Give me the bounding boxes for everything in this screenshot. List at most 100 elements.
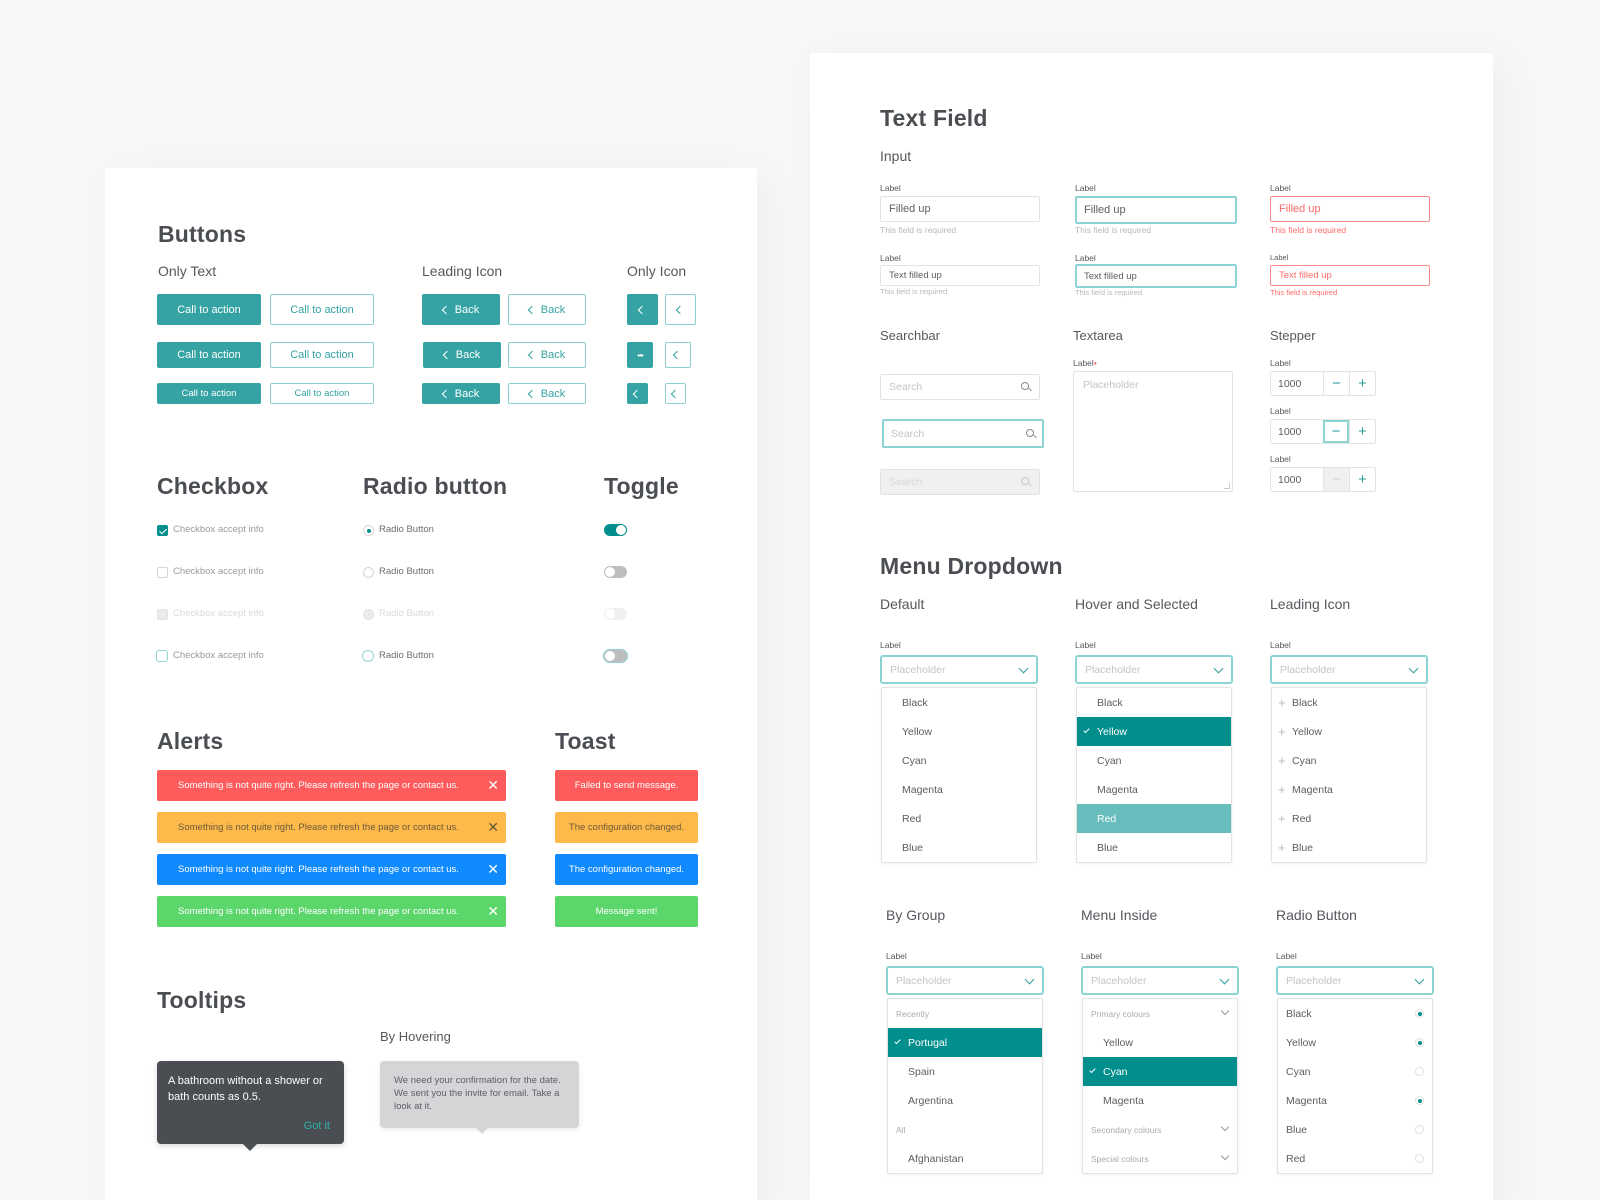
resize-handle-icon[interactable] xyxy=(1224,483,1230,489)
radio-focus[interactable] xyxy=(362,650,374,662)
input-small-default[interactable]: Text filled up xyxy=(880,265,1040,286)
icon-button-outline-small[interactable] xyxy=(665,383,686,404)
checkbox-unchecked[interactable] xyxy=(157,567,168,578)
cta-button-outline-medium[interactable]: Call to action xyxy=(270,342,374,368)
input-error[interactable]: Filled up xyxy=(1270,196,1430,222)
plus-button[interactable]: + xyxy=(1349,468,1375,491)
minus-button[interactable]: − xyxy=(1323,372,1349,395)
chevron-left-icon xyxy=(527,389,537,398)
close-icon[interactable]: ✕ xyxy=(487,861,499,877)
cta-button-outline-small[interactable]: Call to action xyxy=(270,383,374,404)
input-focused[interactable]: Filled up xyxy=(1075,196,1237,224)
input-small-focused[interactable]: Text filled up xyxy=(1075,264,1237,288)
radio-unchecked[interactable] xyxy=(363,567,374,578)
textarea-input[interactable]: Placeholder xyxy=(1073,371,1233,492)
dropdown-radio-option[interactable]: Blue xyxy=(1278,1115,1432,1144)
back-button-outline-small[interactable]: Back xyxy=(508,383,586,404)
dropdown-radio-heading: Radio Button xyxy=(1276,907,1357,923)
icon-button-outline-medium[interactable] xyxy=(665,342,691,368)
dropdown-option[interactable]: + Magenta xyxy=(1272,775,1426,804)
dropdown-option[interactable]: + Red xyxy=(1272,804,1426,833)
icon-button-filled-small[interactable] xyxy=(627,383,648,404)
dropdown-option[interactable]: + Blue xyxy=(1272,833,1426,862)
dropdown-option[interactable]: Cyan xyxy=(1077,746,1231,775)
dropdown-option[interactable]: Yellow xyxy=(902,725,932,738)
dropdown-option-selected[interactable]: Cyan xyxy=(1083,1057,1237,1086)
submenu-primary-colours[interactable]: Primary colours xyxy=(1083,999,1237,1028)
checkbox-focus[interactable] xyxy=(156,650,168,662)
dropdown-option-selected[interactable]: Yellow xyxy=(1077,717,1231,746)
dropdown-option-selected[interactable]: Portugal xyxy=(888,1028,1042,1057)
dropdown-option[interactable]: Magenta xyxy=(902,783,943,796)
dropdown-option[interactable]: Yellow xyxy=(1103,1036,1133,1049)
minus-button[interactable]: − xyxy=(1323,420,1349,443)
dropdown-option[interactable]: Blue xyxy=(902,841,924,854)
input-default[interactable]: Filled up xyxy=(880,196,1040,222)
dropdown-radio-option[interactable]: Cyan xyxy=(1278,1057,1432,1086)
dropdown-option[interactable]: Black xyxy=(902,696,928,709)
stepper-value[interactable]: 1000 xyxy=(1278,377,1302,390)
back-button-outline-large[interactable]: Back xyxy=(508,294,586,325)
back-button-outline-medium[interactable]: Back xyxy=(508,342,586,368)
more-button-filled[interactable]: ••• xyxy=(627,342,653,368)
back-button-filled-medium[interactable]: Back xyxy=(423,342,501,368)
dropdown-option[interactable]: + Yellow xyxy=(1272,717,1426,746)
radio-disabled[interactable] xyxy=(363,609,374,620)
dropdown-radio-option[interactable]: Yellow xyxy=(1278,1028,1432,1057)
icon-button-outline-large[interactable] xyxy=(665,294,696,325)
checkbox-checked[interactable] xyxy=(157,525,168,536)
cta-button-filled-medium[interactable]: Call to action xyxy=(157,342,261,368)
dropdown-radio-option[interactable]: Magenta xyxy=(1278,1086,1432,1115)
dropdown-option[interactable]: Blue xyxy=(1077,833,1231,862)
search-input-default[interactable]: Search xyxy=(880,374,1040,400)
dropdown-radio-option[interactable]: Red xyxy=(1278,1144,1432,1173)
cta-button-outline-large[interactable]: Call to action xyxy=(270,294,374,325)
plus-button[interactable]: + xyxy=(1349,372,1375,395)
dropdown-trigger[interactable]: Placeholder xyxy=(1075,655,1233,684)
input-small-error[interactable]: Text filled up xyxy=(1270,265,1430,286)
dropdown-option[interactable]: Red xyxy=(902,812,922,825)
dropdown-option-hovered[interactable]: Red xyxy=(1077,804,1231,833)
close-icon[interactable]: ✕ xyxy=(487,903,499,919)
submenu-secondary-colours[interactable]: Secondary colours xyxy=(1083,1115,1237,1144)
search-input-disabled[interactable]: Search xyxy=(880,469,1040,495)
alert-message: Something is not quite right. Please ref… xyxy=(178,780,459,791)
close-icon[interactable]: ✕ xyxy=(487,777,499,793)
cta-button-filled-large[interactable]: Call to action xyxy=(157,294,261,325)
plus-button[interactable]: + xyxy=(1349,420,1375,443)
close-icon[interactable]: ✕ xyxy=(487,819,499,835)
toggle-disabled[interactable] xyxy=(604,608,627,620)
dropdown-option[interactable]: Afghanistan xyxy=(908,1152,964,1165)
dropdown-trigger[interactable]: Placeholder xyxy=(880,655,1038,684)
dropdown-trigger[interactable]: Placeholder xyxy=(1081,966,1239,995)
cta-label: Call to action xyxy=(177,303,241,316)
back-button-filled-large[interactable]: Back xyxy=(422,294,500,325)
dropdown-option[interactable]: Argentina xyxy=(908,1094,953,1107)
cta-button-filled-small[interactable]: Call to action xyxy=(157,383,261,404)
stepper-value[interactable]: 1000 xyxy=(1278,473,1302,486)
stepper-value[interactable]: 1000 xyxy=(1278,425,1302,438)
minus-button[interactable]: − xyxy=(1323,468,1349,491)
toggle-on[interactable] xyxy=(604,524,627,536)
dropdown-trigger[interactable]: Placeholder xyxy=(1270,655,1428,684)
back-button-filled-small[interactable]: Back xyxy=(422,383,500,404)
dropdown-trigger[interactable]: Placeholder xyxy=(886,966,1044,995)
dropdown-option[interactable]: + Black xyxy=(1272,688,1426,717)
toggle-off[interactable] xyxy=(604,566,627,578)
dropdown-option[interactable]: Spain xyxy=(908,1065,935,1078)
dropdown-radio-option[interactable]: Black xyxy=(1278,999,1432,1028)
dropdown-option[interactable]: Magenta xyxy=(1103,1094,1144,1107)
got-it-button[interactable]: Got it xyxy=(303,1120,330,1132)
dropdown-option[interactable]: + Cyan xyxy=(1272,746,1426,775)
radio-checked[interactable] xyxy=(363,525,374,536)
dropdown-trigger[interactable]: Placeholder xyxy=(1276,966,1434,995)
back-label: Back xyxy=(540,387,566,400)
toggle-focus[interactable] xyxy=(604,650,627,662)
dropdown-option[interactable]: Black xyxy=(1077,688,1231,717)
dropdown-option[interactable]: Magenta xyxy=(1077,775,1231,804)
search-input-focused[interactable]: Search xyxy=(882,419,1044,448)
checkbox-disabled[interactable] xyxy=(157,609,168,620)
dropdown-option[interactable]: Cyan xyxy=(902,754,927,767)
submenu-special-colours[interactable]: Special colours xyxy=(1083,1144,1237,1173)
icon-button-filled-large[interactable] xyxy=(627,294,658,325)
